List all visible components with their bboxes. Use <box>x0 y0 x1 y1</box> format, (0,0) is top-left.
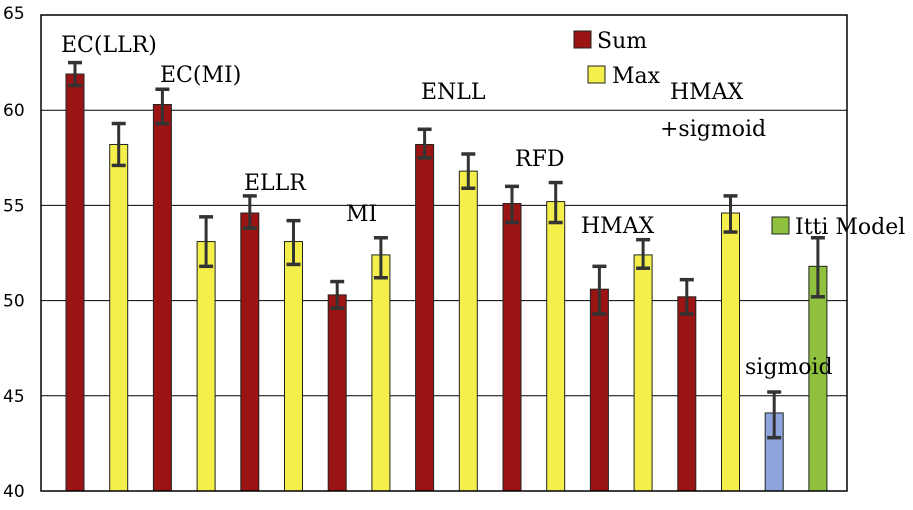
y-tick-label: 65 <box>3 4 25 24</box>
legend-item: Max <box>587 64 661 89</box>
bar-annotation: RFD <box>515 147 564 172</box>
bar-annotation: EC(LLR) <box>61 33 157 58</box>
y-tick-label: 55 <box>3 196 25 216</box>
y-tick-label: 45 <box>3 387 25 407</box>
gridlines <box>41 109 847 397</box>
y-tick-label: 60 <box>3 101 25 121</box>
bar <box>458 170 478 492</box>
bar-annotation: sigmoid <box>745 355 833 380</box>
y-axis: 40 45 50 55 60 65 <box>3 4 25 502</box>
bar-annotations: EC(LLR)EC(MI) ELLR MI ENLL RFD HMAX HMAX +sigmo… <box>61 33 833 380</box>
error-bar <box>548 180 563 225</box>
legend: Sum Max Itti Model <box>573 29 905 240</box>
error-bar <box>679 277 694 316</box>
bar <box>371 254 391 492</box>
error-bar <box>242 194 257 230</box>
bar-annotation: HMAX <box>670 80 744 105</box>
bar-annotation: MI <box>346 202 377 227</box>
legend-swatch <box>587 65 606 84</box>
legend-swatch <box>573 30 592 49</box>
bar <box>546 201 566 492</box>
bar <box>677 296 697 492</box>
error-bar <box>373 236 388 280</box>
legend-item: Sum <box>573 29 647 54</box>
bars <box>65 73 828 492</box>
error-bar <box>155 87 170 126</box>
error-bars <box>68 60 825 440</box>
error-bar <box>68 60 82 88</box>
bar <box>109 143 129 492</box>
error-bar <box>417 127 432 160</box>
bar <box>633 254 653 492</box>
error-bar <box>286 218 301 267</box>
bar <box>502 202 522 492</box>
bar <box>415 143 435 492</box>
bar <box>196 241 216 492</box>
error-bar <box>723 194 738 234</box>
bar-annotation: ELLR <box>244 171 307 196</box>
y-tick-label: 50 <box>3 292 25 312</box>
error-bar <box>505 184 519 225</box>
legend-swatch <box>771 216 790 235</box>
bar <box>327 294 347 492</box>
y-tick-label: 40 <box>3 482 25 502</box>
error-bar <box>592 264 607 316</box>
bar-annotation: +sigmoid <box>660 117 766 142</box>
bar <box>284 241 303 492</box>
error-bar <box>767 390 782 440</box>
bar <box>65 73 85 492</box>
error-bar <box>111 121 126 168</box>
bar <box>721 212 740 492</box>
error-bar <box>199 215 214 269</box>
bar-annotation: HMAX <box>581 214 655 239</box>
legend-label: Sum <box>597 29 647 54</box>
error-bar <box>330 279 345 310</box>
error-bar <box>461 152 476 191</box>
bar <box>152 103 172 492</box>
error-bar <box>810 236 825 299</box>
plot-frame <box>40 14 848 492</box>
bar <box>589 288 609 492</box>
error-bar <box>636 237 651 270</box>
bar <box>240 212 260 492</box>
bar-annotation: ENLL <box>421 80 486 105</box>
legend-item: Itti Model <box>771 215 905 240</box>
legend-label: Max <box>612 64 661 89</box>
legend-label: Itti Model <box>795 215 905 240</box>
bar-annotation: EC(MI) <box>160 63 241 88</box>
